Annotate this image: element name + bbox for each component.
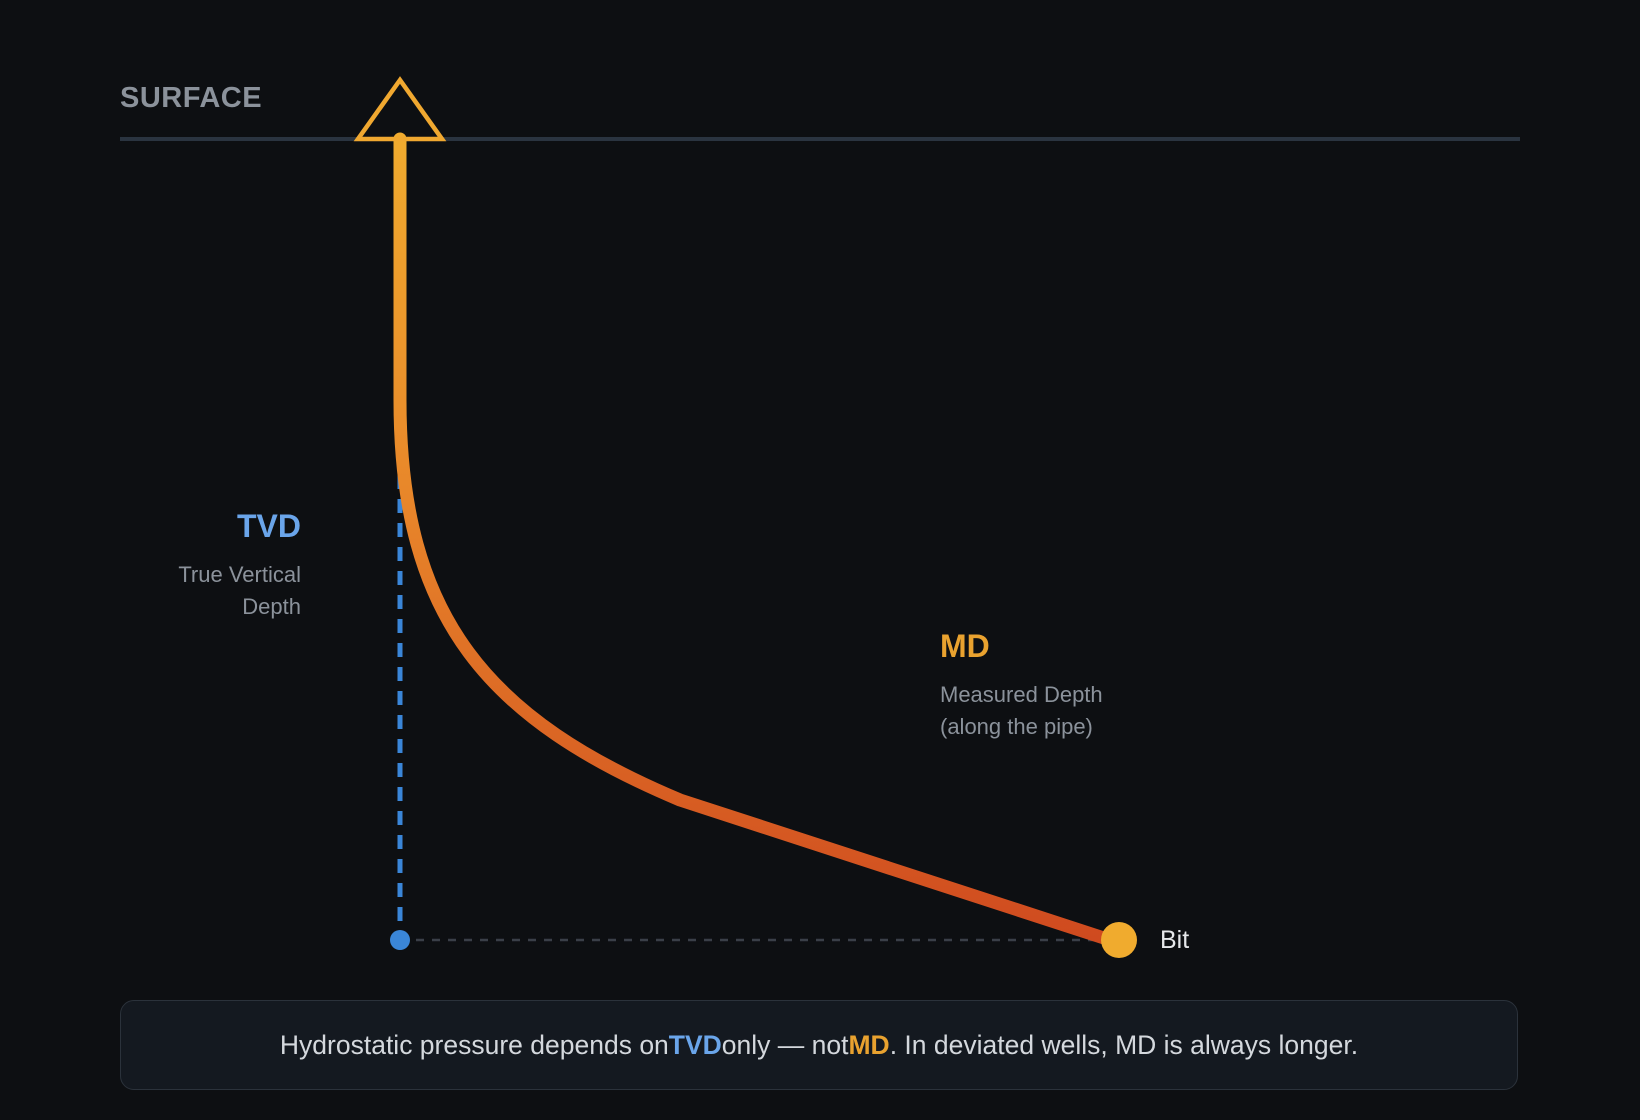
footnote-tvd: TVD — [668, 1029, 722, 1060]
footnote-text-1: Hydrostatic pressure depends on — [279, 1029, 669, 1060]
tvd-endpoint-dot — [390, 930, 410, 950]
wellhead-triangle-icon — [353, 76, 447, 142]
footnote-box: Hydrostatic pressure depends on TVD only… — [120, 1000, 1518, 1090]
tvd-description: True Vertical Depth — [178, 562, 301, 619]
tvd-annotation: TVD True Vertical Depth — [178, 508, 301, 623]
tvd-title: TVD — [237, 508, 301, 544]
footnote-text-2: only — not — [721, 1029, 849, 1060]
bit-icon — [1101, 922, 1137, 958]
footnote-md: MD — [848, 1029, 890, 1060]
surface-label: SURFACE — [120, 82, 263, 114]
footnote-text-3: . In deviated wells, MD is always longer… — [889, 1029, 1359, 1060]
md-annotation: MD Measured Depth (along the pipe) — [940, 628, 1103, 743]
bit-label: Bit — [1160, 926, 1190, 954]
md-title: MD — [940, 628, 990, 664]
md-description: Measured Depth (along the pipe) — [940, 682, 1103, 739]
well-path — [393, 132, 1117, 947]
